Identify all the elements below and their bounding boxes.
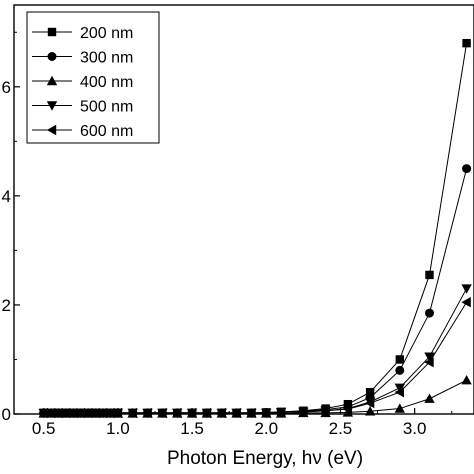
data-point <box>246 407 256 419</box>
legend-entry-1: 200 nm <box>32 25 133 42</box>
data-point <box>461 297 471 308</box>
legend-marker <box>47 27 57 37</box>
data-point <box>172 407 182 419</box>
x-tick-label: 1.0 <box>106 419 130 438</box>
data-point <box>275 407 286 418</box>
legend: 200 nm 300 nm 400 nm 500 nm 600 nm <box>26 11 160 144</box>
data-point <box>364 397 375 409</box>
legend-label: 500 nm <box>80 99 133 116</box>
data-point <box>231 407 241 419</box>
data-point <box>60 407 71 419</box>
data-point <box>142 407 152 419</box>
data-point <box>127 407 137 419</box>
x-tick-label: 1.5 <box>180 419 204 438</box>
legend-label: 400 nm <box>80 74 133 91</box>
legend-entry-2: 300 nm <box>32 50 133 67</box>
legend-entry-5: 600 nm <box>32 123 133 140</box>
legend-entry-3: 400 nm <box>32 74 133 91</box>
y-tick-label: 0 <box>2 405 11 424</box>
data-point <box>395 355 405 364</box>
data-point <box>365 387 375 397</box>
data-point <box>462 164 472 174</box>
y-tick-label: 4 <box>2 187 11 206</box>
legend-marker <box>47 52 57 61</box>
series-line <box>43 168 468 414</box>
legend-marker <box>46 101 58 111</box>
x-tick-label: 0.5 <box>32 419 56 438</box>
data-point <box>424 393 435 403</box>
data-point <box>461 374 472 385</box>
legend-entry-4: 500 nm <box>32 99 133 116</box>
x-tick-label: 3.0 <box>403 419 427 438</box>
data-point <box>425 270 434 280</box>
data-point <box>157 407 167 419</box>
data-point <box>424 352 435 362</box>
data-point <box>97 407 108 419</box>
legend-label: 600 nm <box>80 123 133 140</box>
data-point <box>342 403 353 415</box>
data-point <box>394 383 406 394</box>
series-2 <box>39 164 472 418</box>
legend-marker <box>46 75 58 86</box>
data-point <box>394 386 405 398</box>
legend-marker <box>46 124 57 136</box>
data-point <box>394 403 406 413</box>
data-point <box>201 407 212 419</box>
plot-frame <box>13 4 474 415</box>
data-point <box>424 308 434 318</box>
legend-label: 200 nm <box>80 25 133 42</box>
series-4 <box>38 284 472 419</box>
x-tick-label: 2.5 <box>329 419 353 438</box>
data-point <box>45 407 56 419</box>
data-point <box>461 284 472 294</box>
data-point <box>68 407 78 419</box>
data-point <box>424 356 434 368</box>
x-tick-label: 2.0 <box>254 419 278 438</box>
series-5 <box>38 297 471 419</box>
data-point <box>82 407 93 419</box>
data-point <box>216 407 226 419</box>
data-point <box>395 365 405 375</box>
axis-ticks <box>14 31 453 415</box>
data-point <box>364 406 376 416</box>
axis-tick-labels: 0.5 1.0 1.5 2.0 2.5 3.0 0 2 4 6 <box>2 78 427 438</box>
data-point <box>90 407 100 419</box>
y-tick-label: 2 <box>2 296 11 315</box>
data-point <box>105 407 115 419</box>
data-point <box>462 38 471 48</box>
data-point <box>53 407 63 419</box>
x-axis-title: Photon Energy, hν (eV) <box>167 448 363 469</box>
y-tick-label: 6 <box>2 78 11 97</box>
legend-label: 300 nm <box>80 50 133 67</box>
